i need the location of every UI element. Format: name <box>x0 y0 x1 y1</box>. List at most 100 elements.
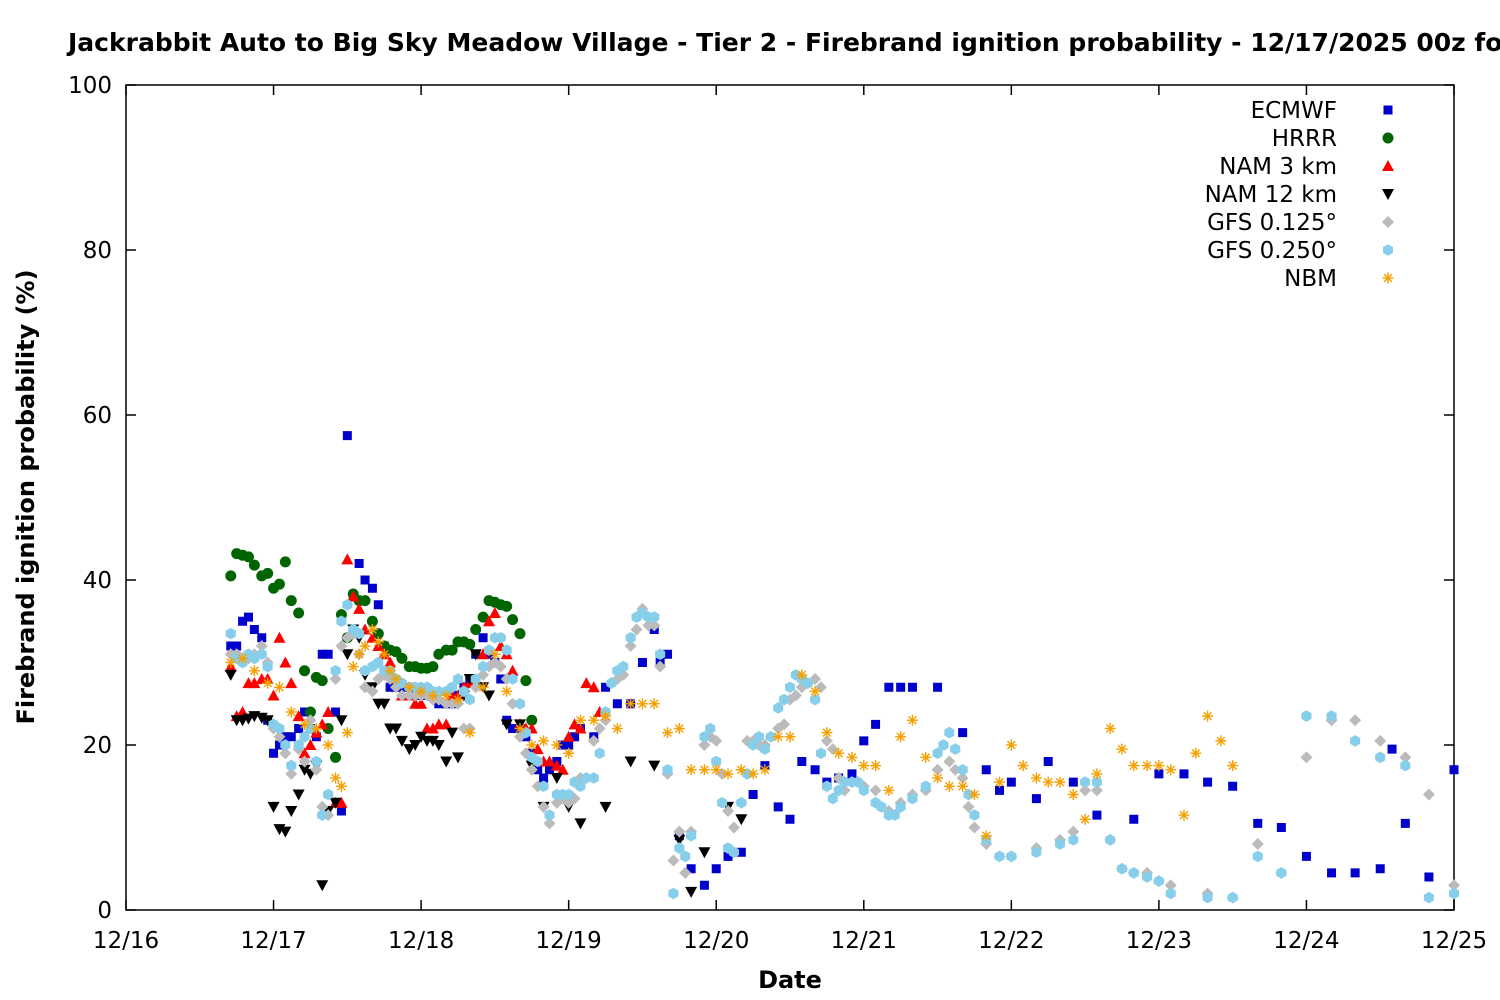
data-point <box>600 710 612 722</box>
data-point <box>354 627 365 640</box>
data-point <box>735 814 748 826</box>
data-point <box>515 698 525 710</box>
data-point <box>587 681 600 693</box>
data-point <box>784 731 796 743</box>
data-point <box>1043 757 1053 766</box>
data-point <box>279 826 292 838</box>
data-point <box>1179 769 1189 779</box>
data-point <box>920 780 931 792</box>
data-point <box>994 850 1005 863</box>
data-point <box>544 809 555 821</box>
data-point <box>1031 794 1041 804</box>
data-point <box>933 682 943 692</box>
data-point <box>563 788 574 801</box>
data-point <box>360 575 370 585</box>
data-point <box>550 773 563 784</box>
data-point <box>1079 813 1091 825</box>
data-point <box>470 673 481 685</box>
x-tick-label: 12/24 <box>1273 928 1339 954</box>
data-point <box>336 806 346 816</box>
data-point <box>699 880 709 890</box>
data-point <box>637 658 647 667</box>
x-tick-label: 12/22 <box>978 928 1044 954</box>
data-point <box>225 570 237 582</box>
data-point <box>226 641 236 651</box>
data-point <box>907 792 918 805</box>
data-point <box>736 847 746 857</box>
data-point <box>366 624 378 635</box>
data-point <box>506 664 519 676</box>
data-point <box>447 681 458 693</box>
data-point <box>395 735 408 747</box>
data-point <box>876 801 887 813</box>
data-point <box>785 681 795 693</box>
data-point <box>464 693 475 706</box>
data-point <box>816 747 826 759</box>
x-tick-label: 12/23 <box>1126 928 1192 954</box>
data-point <box>300 707 310 717</box>
data-point <box>1449 765 1459 775</box>
data-point <box>625 632 636 644</box>
data-point <box>680 850 691 863</box>
data-point <box>477 648 490 660</box>
data-point <box>1202 710 1214 722</box>
data-point <box>802 677 813 689</box>
data-point <box>501 600 513 612</box>
chart-title: Jackrabbit Auto to Big Sky Meadow Villag… <box>66 28 1500 57</box>
data-point <box>625 698 637 710</box>
data-point <box>748 739 759 751</box>
data-point <box>440 756 453 768</box>
y-tick-label: 100 <box>68 73 112 99</box>
data-point <box>390 723 403 735</box>
data-point <box>335 715 348 727</box>
data-point <box>262 660 273 673</box>
data-point <box>796 669 808 681</box>
data-point <box>262 567 274 579</box>
data-point <box>1091 776 1102 788</box>
data-point <box>1301 851 1311 861</box>
data-point <box>286 759 297 772</box>
data-point <box>293 607 305 619</box>
data-point <box>427 661 439 673</box>
data-point <box>884 682 894 692</box>
data-point <box>995 785 1005 795</box>
data-point <box>852 776 863 788</box>
data-point <box>773 702 784 714</box>
data-point <box>446 727 459 739</box>
data-point <box>426 735 439 747</box>
data-point <box>316 718 329 730</box>
data-point <box>452 694 464 706</box>
data-point <box>273 681 285 693</box>
data-point <box>1215 735 1227 747</box>
legend-label: NBM <box>1284 266 1337 292</box>
data-point <box>372 628 384 640</box>
data-point <box>477 681 489 693</box>
data-point <box>679 866 692 879</box>
data-point <box>570 732 580 742</box>
data-point <box>895 801 906 813</box>
data-point <box>279 747 292 760</box>
legend-label: GFS 0.250° <box>1207 238 1337 264</box>
data-point <box>662 764 673 776</box>
data-point <box>537 800 550 813</box>
data-point <box>699 731 710 743</box>
x-tick-label: 12/17 <box>240 928 306 954</box>
data-point <box>826 743 839 756</box>
data-point <box>279 556 291 568</box>
data-point <box>797 757 807 766</box>
data-point <box>601 682 611 692</box>
data-point <box>501 685 513 697</box>
data-point <box>1375 751 1386 764</box>
data-series <box>224 431 1460 904</box>
data-point <box>341 553 354 565</box>
data-point <box>1154 769 1164 779</box>
data-point <box>698 764 710 776</box>
data-point <box>1203 777 1213 787</box>
data-point <box>895 731 907 743</box>
data-point <box>1301 710 1312 722</box>
data-point <box>322 706 335 717</box>
data-point <box>1128 867 1139 879</box>
data-point <box>1164 879 1177 892</box>
data-point <box>427 690 439 701</box>
